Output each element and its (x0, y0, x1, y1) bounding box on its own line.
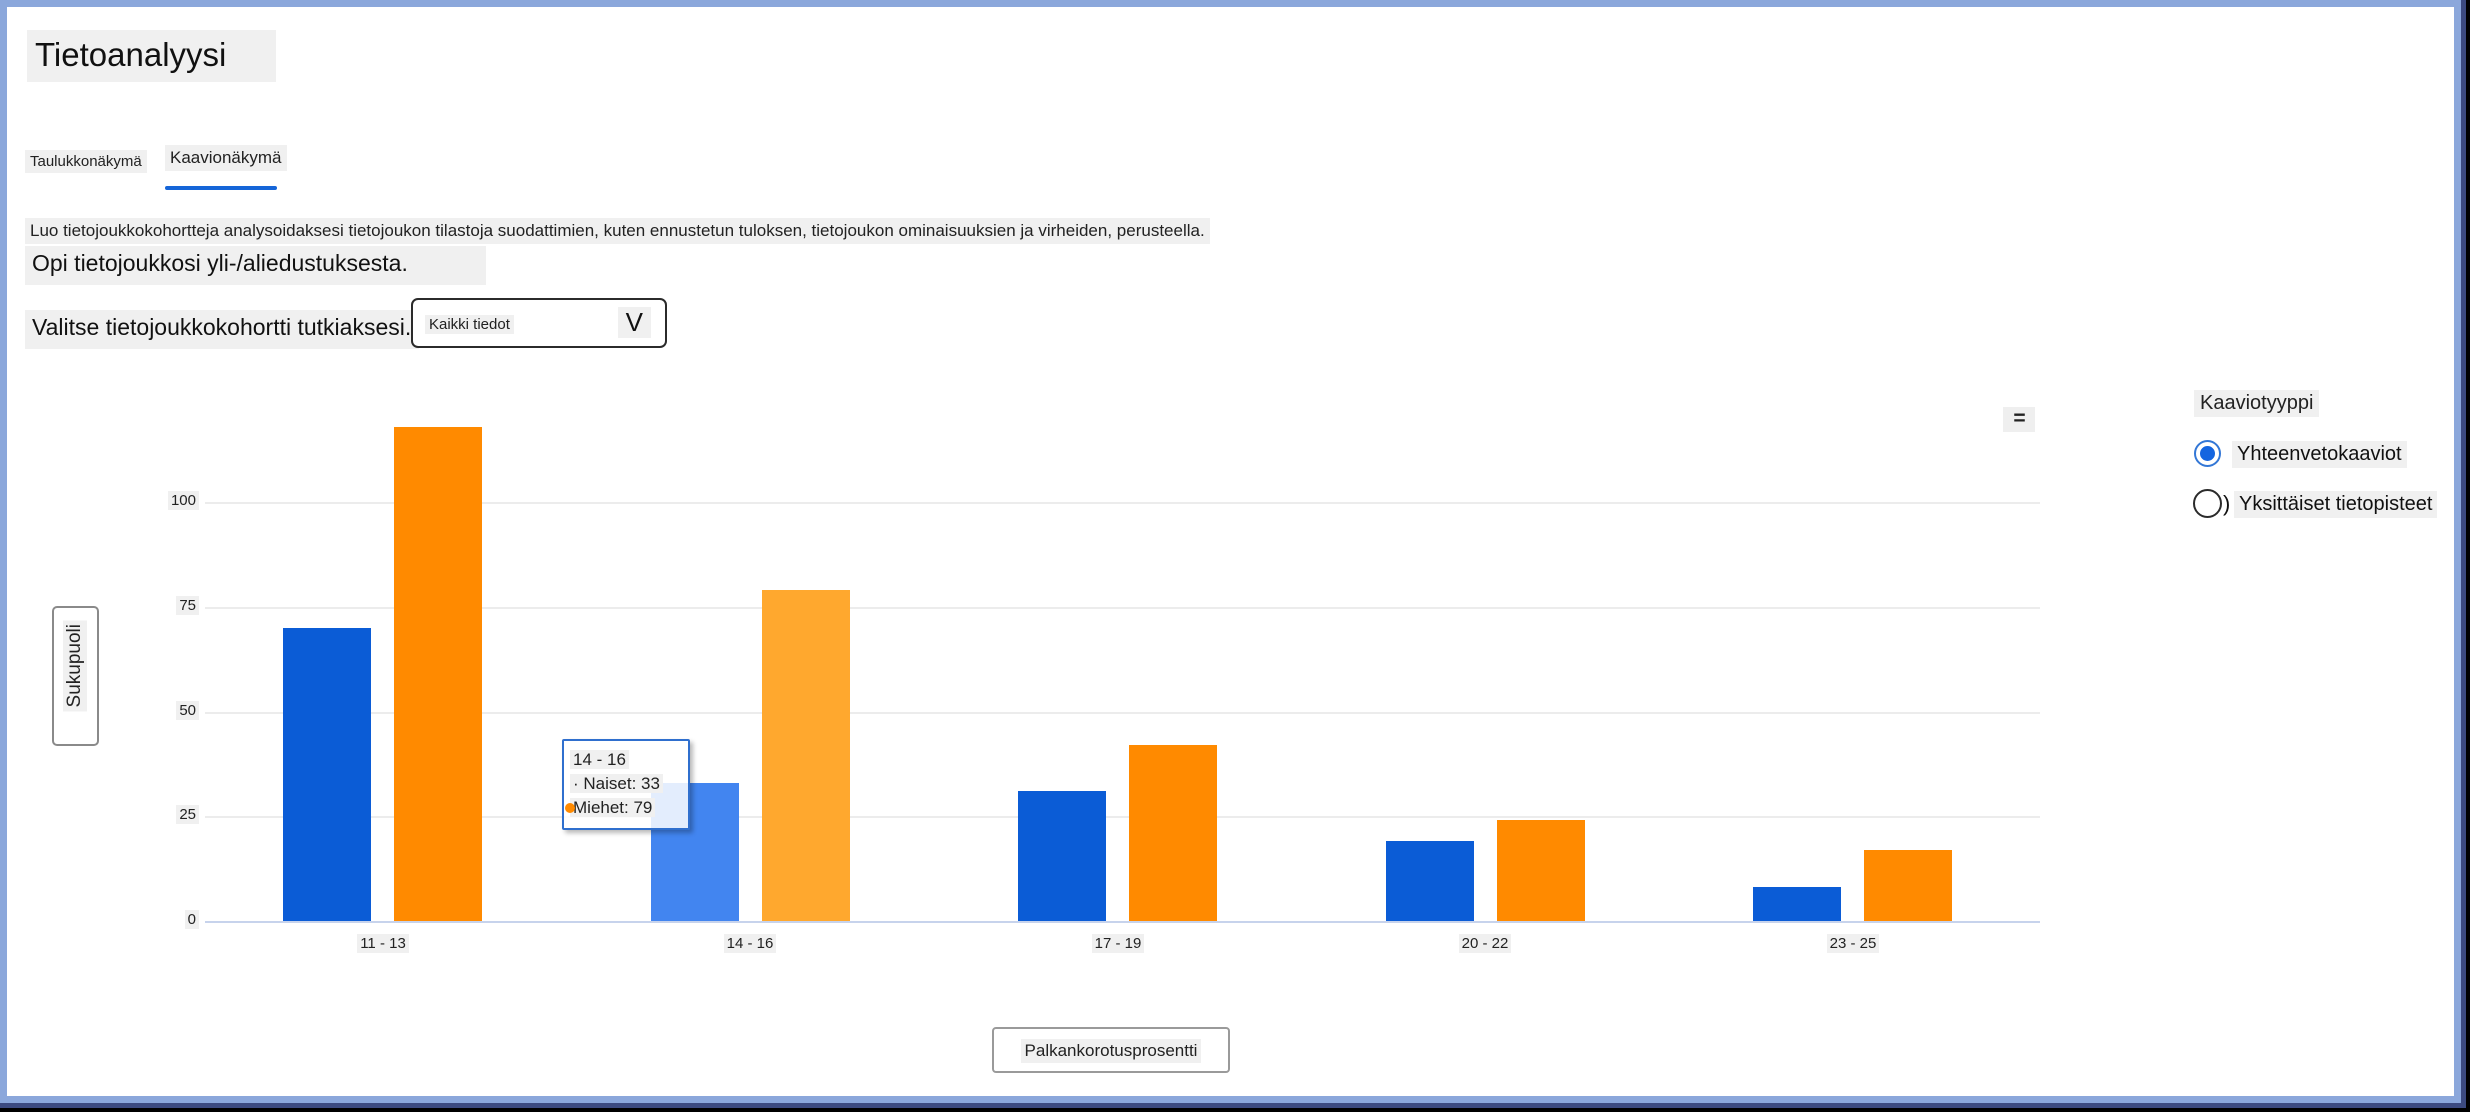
radio-yhteenvetokaaviot[interactable]: Yhteenvetokaaviot (2194, 438, 2454, 470)
description-line2: Opi tietojoukkosi yli-/aliedustuksesta. (25, 246, 486, 285)
active-tab-underline (165, 186, 277, 190)
tooltip-miehet-value: Miehet: 79 (570, 798, 656, 817)
gridline-25 (205, 816, 2040, 818)
menu-icon[interactable]: = (2003, 407, 2035, 432)
cohort-dropdown-value: Kaikki tiedot (425, 315, 514, 334)
x-tick-label-11-13: 11 - 13 (313, 934, 453, 953)
cohort-dropdown[interactable]: Kaikki tiedot V (411, 298, 667, 348)
y-tick-label-25: 25 (147, 805, 199, 824)
bar-miehet-14-16[interactable] (762, 590, 850, 921)
bar-chart: 0 25 50 75 100 11 - 13 14 - 16 17 - 19 20 - 22 23… (7, 7, 2454, 1096)
y-axis-button[interactable]: Sukupuoli (52, 606, 99, 746)
x-tick-label-17-19: 17 - 19 (1048, 934, 1188, 953)
radio-unselected-icon[interactable] (2193, 489, 2222, 518)
x-axis-button-label: Palkankorotusprosentti (1020, 1039, 1202, 1063)
series-dot-icon (565, 803, 575, 813)
cohort-picker-label: Valitse tietojoukkokohortti tutkiaksesi. (25, 310, 420, 349)
chart-tooltip: 14 - 16 · Naiset: 33 Miehet: 79 (562, 739, 690, 830)
radio-selected-icon[interactable] (2194, 440, 2221, 467)
chevron-down-icon[interactable]: V (617, 307, 651, 338)
x-axis-button[interactable]: Palkankorotusprosentti (992, 1027, 1230, 1073)
y-tick-label-50: 50 (147, 701, 199, 720)
y-tick-label-100: 100 (147, 491, 199, 510)
bar-miehet-23-25[interactable] (1864, 850, 1952, 921)
x-tick-label-14-16: 14 - 16 (680, 934, 820, 953)
x-tick-label-20-22: 20 - 22 (1415, 934, 1555, 953)
radio-yksittaiset-tietopisteet[interactable]: ) Yksittäiset tietopisteet (2193, 488, 2454, 522)
x-tick-label-23-25: 23 - 25 (1783, 934, 1923, 953)
gridline-75 (205, 607, 2040, 609)
tooltip-naiset-value: · Naiset: 33 (570, 774, 663, 793)
app-canvas: Tietoanalyysi Taulukkonäkymä Kaavionäkym… (7, 7, 2454, 1096)
bar-naiset-11-13[interactable] (283, 628, 371, 921)
y-tick-label-75: 75 (147, 596, 199, 615)
bar-miehet-20-22[interactable] (1497, 820, 1585, 921)
x-axis-line (205, 921, 2040, 923)
y-tick-label-0: 0 (147, 910, 199, 929)
tooltip-category: 14 - 16 (570, 750, 629, 769)
tab-kaavionakyma[interactable]: Kaavionäkymä (165, 145, 287, 171)
bar-miehet-17-19[interactable] (1129, 745, 1217, 921)
bar-miehet-11-13[interactable] (394, 427, 482, 921)
gridline-50 (205, 712, 2040, 714)
page-title: Tietoanalyysi (27, 30, 277, 82)
radio-paren-artifact: ) (2223, 491, 2231, 516)
radio-yksittaiset-label: Yksittäiset tietopisteet (2234, 491, 2438, 518)
tab-taulukkonakyma[interactable]: Taulukkonäkymä (25, 150, 147, 173)
description-line1: Luo tietojoukkokohortteja analysoidakses… (25, 218, 1210, 244)
radio-yhteenvetokaaviot-label: Yhteenvetokaaviot (2232, 441, 2407, 468)
bar-naiset-23-25[interactable] (1753, 887, 1841, 921)
chart-type-label: Kaaviotyyppi (2194, 390, 2320, 417)
gridline-100 (205, 502, 2040, 504)
bar-naiset-20-22[interactable] (1386, 841, 1474, 921)
bar-naiset-17-19[interactable] (1018, 791, 1106, 921)
